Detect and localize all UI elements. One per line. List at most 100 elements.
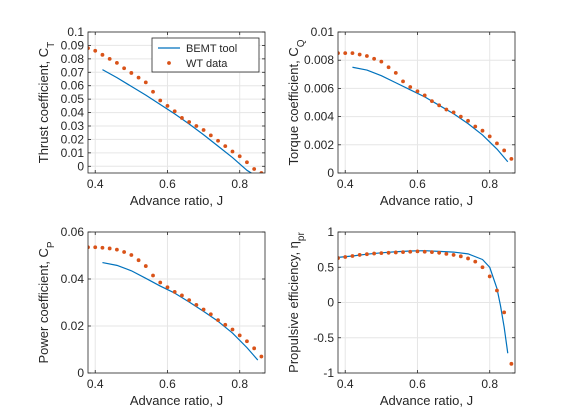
data-point-wt xyxy=(379,251,384,256)
data-point-wt xyxy=(466,256,470,261)
data-point-wt xyxy=(129,253,134,257)
x-tick-label: 0.4 xyxy=(87,377,104,391)
data-point-wt xyxy=(444,107,449,112)
data-point-wt xyxy=(143,80,148,85)
data-point-wt xyxy=(187,298,192,303)
data-point-wt xyxy=(350,254,355,258)
data-point-wt xyxy=(216,318,220,323)
data-point-wt xyxy=(158,98,163,103)
chart-efficiency: 0.4 0.6 0.8 -1 -0.5 0 0.5 1 Advance ratio, J Prop… xyxy=(286,225,516,408)
data-point-wt xyxy=(509,157,514,161)
y-axis-label: Propulsive efficiency, ηpr xyxy=(286,232,307,373)
data-point-wt xyxy=(487,274,492,279)
y-tick-label: 0.002 xyxy=(304,138,334,152)
y-tick-label: 1 xyxy=(327,225,334,239)
chart-thrust: 0.4 0.6 0.800.010.020.030.040.050.060.070.… xyxy=(36,25,266,208)
data-point-wt xyxy=(372,251,377,256)
data-point-wt xyxy=(107,56,112,61)
data-point-wt xyxy=(114,247,119,252)
data-point-wt xyxy=(480,265,485,270)
data-point-wt xyxy=(372,56,377,61)
y-tick-label: 0.008 xyxy=(304,53,334,67)
y-axis-label: Thrust coefficient, CT xyxy=(36,42,57,163)
plot-area-thrust xyxy=(88,46,264,173)
x-tick-label: 0.4 xyxy=(337,377,354,391)
y-tick-label: 0.04 xyxy=(61,106,85,120)
x-axis-label: Advance ratio, J xyxy=(130,193,223,208)
data-point-wt xyxy=(338,256,340,260)
y-tick-label: 0.04 xyxy=(61,272,85,286)
data-point-wt xyxy=(180,116,184,120)
data-point-wt xyxy=(259,354,264,359)
data-point-wt xyxy=(386,65,391,70)
data-point-wt xyxy=(88,46,90,51)
y-tick-label: 0.05 xyxy=(61,92,85,106)
data-point-wt xyxy=(338,51,340,56)
y-tick-label: 0.5 xyxy=(317,260,334,274)
data-point-wt xyxy=(151,89,155,94)
data-point-wt xyxy=(350,51,355,56)
data-point-wt xyxy=(487,134,492,139)
legend-box xyxy=(151,37,260,73)
y-axis-label-text: Power coefficient, C xyxy=(36,248,51,363)
data-point-wt xyxy=(122,250,127,254)
data-point-wt xyxy=(364,252,369,257)
data-point-wt xyxy=(437,103,442,108)
y-tick-label: 0.004 xyxy=(304,110,334,124)
data-point-wt xyxy=(230,149,235,154)
data-point-wt xyxy=(172,109,177,114)
data-point-wt xyxy=(458,114,463,119)
data-point-wt xyxy=(252,167,257,171)
data-point-wt xyxy=(216,138,220,143)
y-tick-label: 0 xyxy=(327,166,334,180)
data-point-wt xyxy=(165,103,170,108)
data-point-wt xyxy=(129,71,134,75)
data-point-wt xyxy=(393,250,398,255)
data-point-wt xyxy=(437,250,442,255)
data-point-wt xyxy=(93,48,98,53)
data-point-wt xyxy=(357,253,362,257)
x-tick-label: 0.4 xyxy=(337,177,354,191)
axes-box-thrust xyxy=(87,31,266,174)
x-tick-label: 0.6 xyxy=(409,377,426,391)
data-point-wt xyxy=(201,128,206,132)
y-tick-label: 0 xyxy=(327,296,334,310)
x-axis-label: Advance ratio, J xyxy=(380,393,473,408)
y-tick-label: 0.01 xyxy=(61,146,85,160)
data-point-wt xyxy=(509,361,514,366)
data-point-wt xyxy=(401,250,405,254)
data-point-wt xyxy=(136,75,141,80)
x-axis-label: Advance ratio, J xyxy=(380,193,473,208)
data-point-wt xyxy=(201,307,206,312)
data-point-wt xyxy=(223,144,228,149)
data-point-wt xyxy=(223,322,228,327)
data-point-wt xyxy=(93,245,98,250)
data-point-wt xyxy=(502,310,507,315)
data-point-wt xyxy=(143,264,148,268)
axes-box-power xyxy=(87,231,266,374)
data-point-wt xyxy=(237,333,242,338)
plot-area-efficiency xyxy=(338,249,514,366)
y-tick-label: -0.5 xyxy=(313,331,334,345)
data-point-wt xyxy=(194,302,199,307)
data-point-wt xyxy=(245,339,249,344)
data-point-wt xyxy=(158,280,163,285)
x-tick-label: 0.8 xyxy=(231,177,248,191)
y-tick-label: -1 xyxy=(323,366,334,380)
plot-area-power xyxy=(88,245,264,361)
y-tick-label: 0.02 xyxy=(61,132,85,146)
data-point-wt xyxy=(357,52,362,57)
data-point-wt xyxy=(237,154,242,159)
x-tick-label: 0.6 xyxy=(159,177,176,191)
data-point-wt xyxy=(208,133,213,138)
x-tick-label: 0.6 xyxy=(159,377,176,391)
data-point-wt xyxy=(480,128,485,133)
data-point-wt xyxy=(107,246,112,251)
data-point-wt xyxy=(187,120,192,124)
y-axis-label: Torque coefficient, CQ xyxy=(286,39,307,165)
data-point-wt xyxy=(364,54,369,58)
y-tick-label: 0 xyxy=(77,366,84,380)
data-point-wt xyxy=(252,346,257,351)
data-point-wt xyxy=(136,258,141,263)
